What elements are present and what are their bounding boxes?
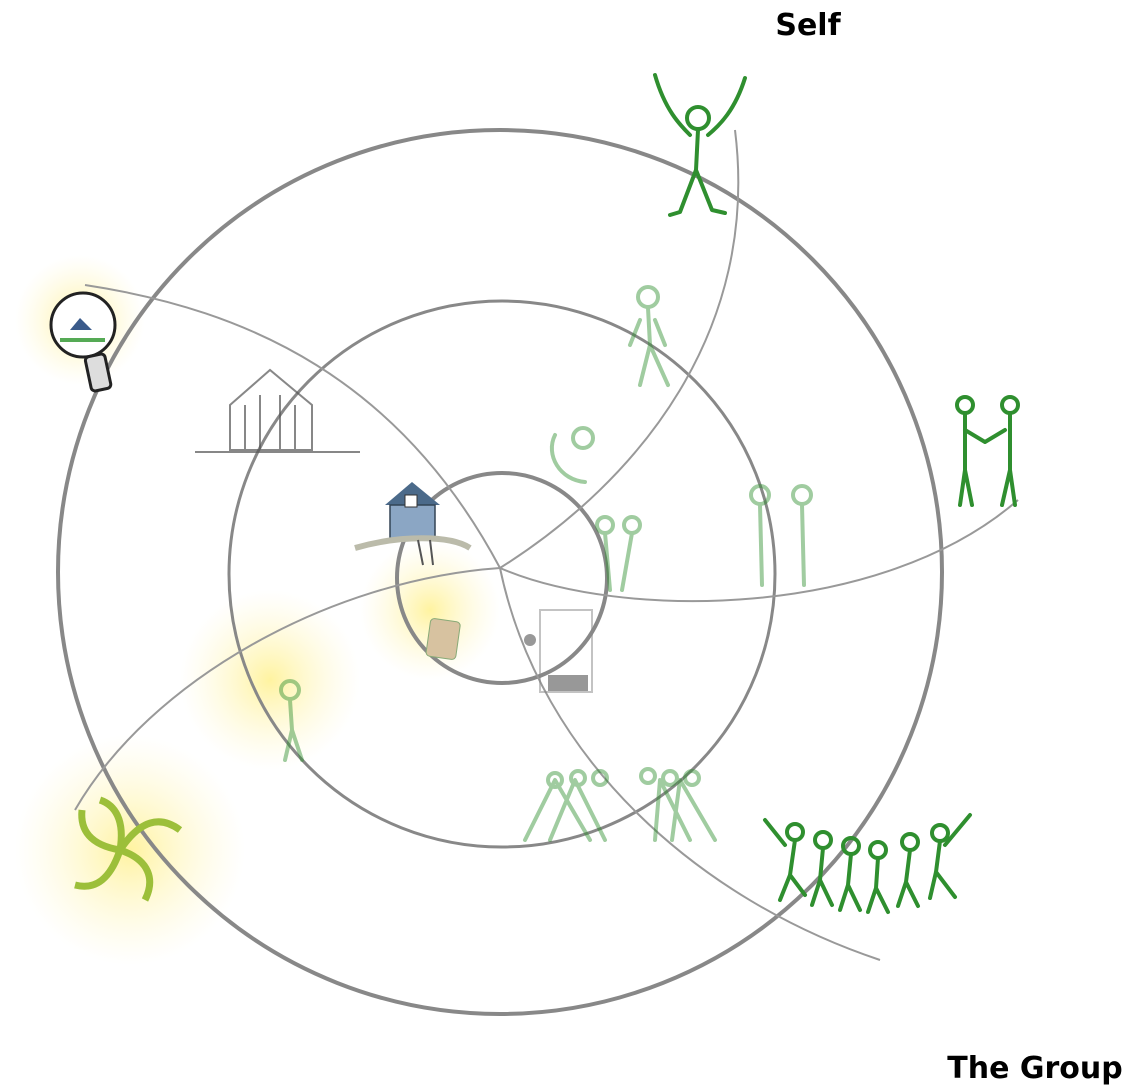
sun-glow xyxy=(15,735,245,965)
glow xyxy=(180,590,360,770)
arc-idea xyxy=(85,285,500,568)
glow xyxy=(360,540,500,680)
faint-figures xyxy=(281,287,811,840)
book-icon xyxy=(426,618,461,660)
arc-self xyxy=(500,130,738,568)
barn-drawing xyxy=(195,370,360,452)
arc-group xyxy=(500,568,880,960)
group-label: The Group xyxy=(947,1051,1122,1086)
diagram: Self The Group xyxy=(0,0,1130,1088)
group-figure xyxy=(765,815,970,912)
self-label: Self xyxy=(775,8,841,43)
pair-figure xyxy=(957,397,1018,505)
